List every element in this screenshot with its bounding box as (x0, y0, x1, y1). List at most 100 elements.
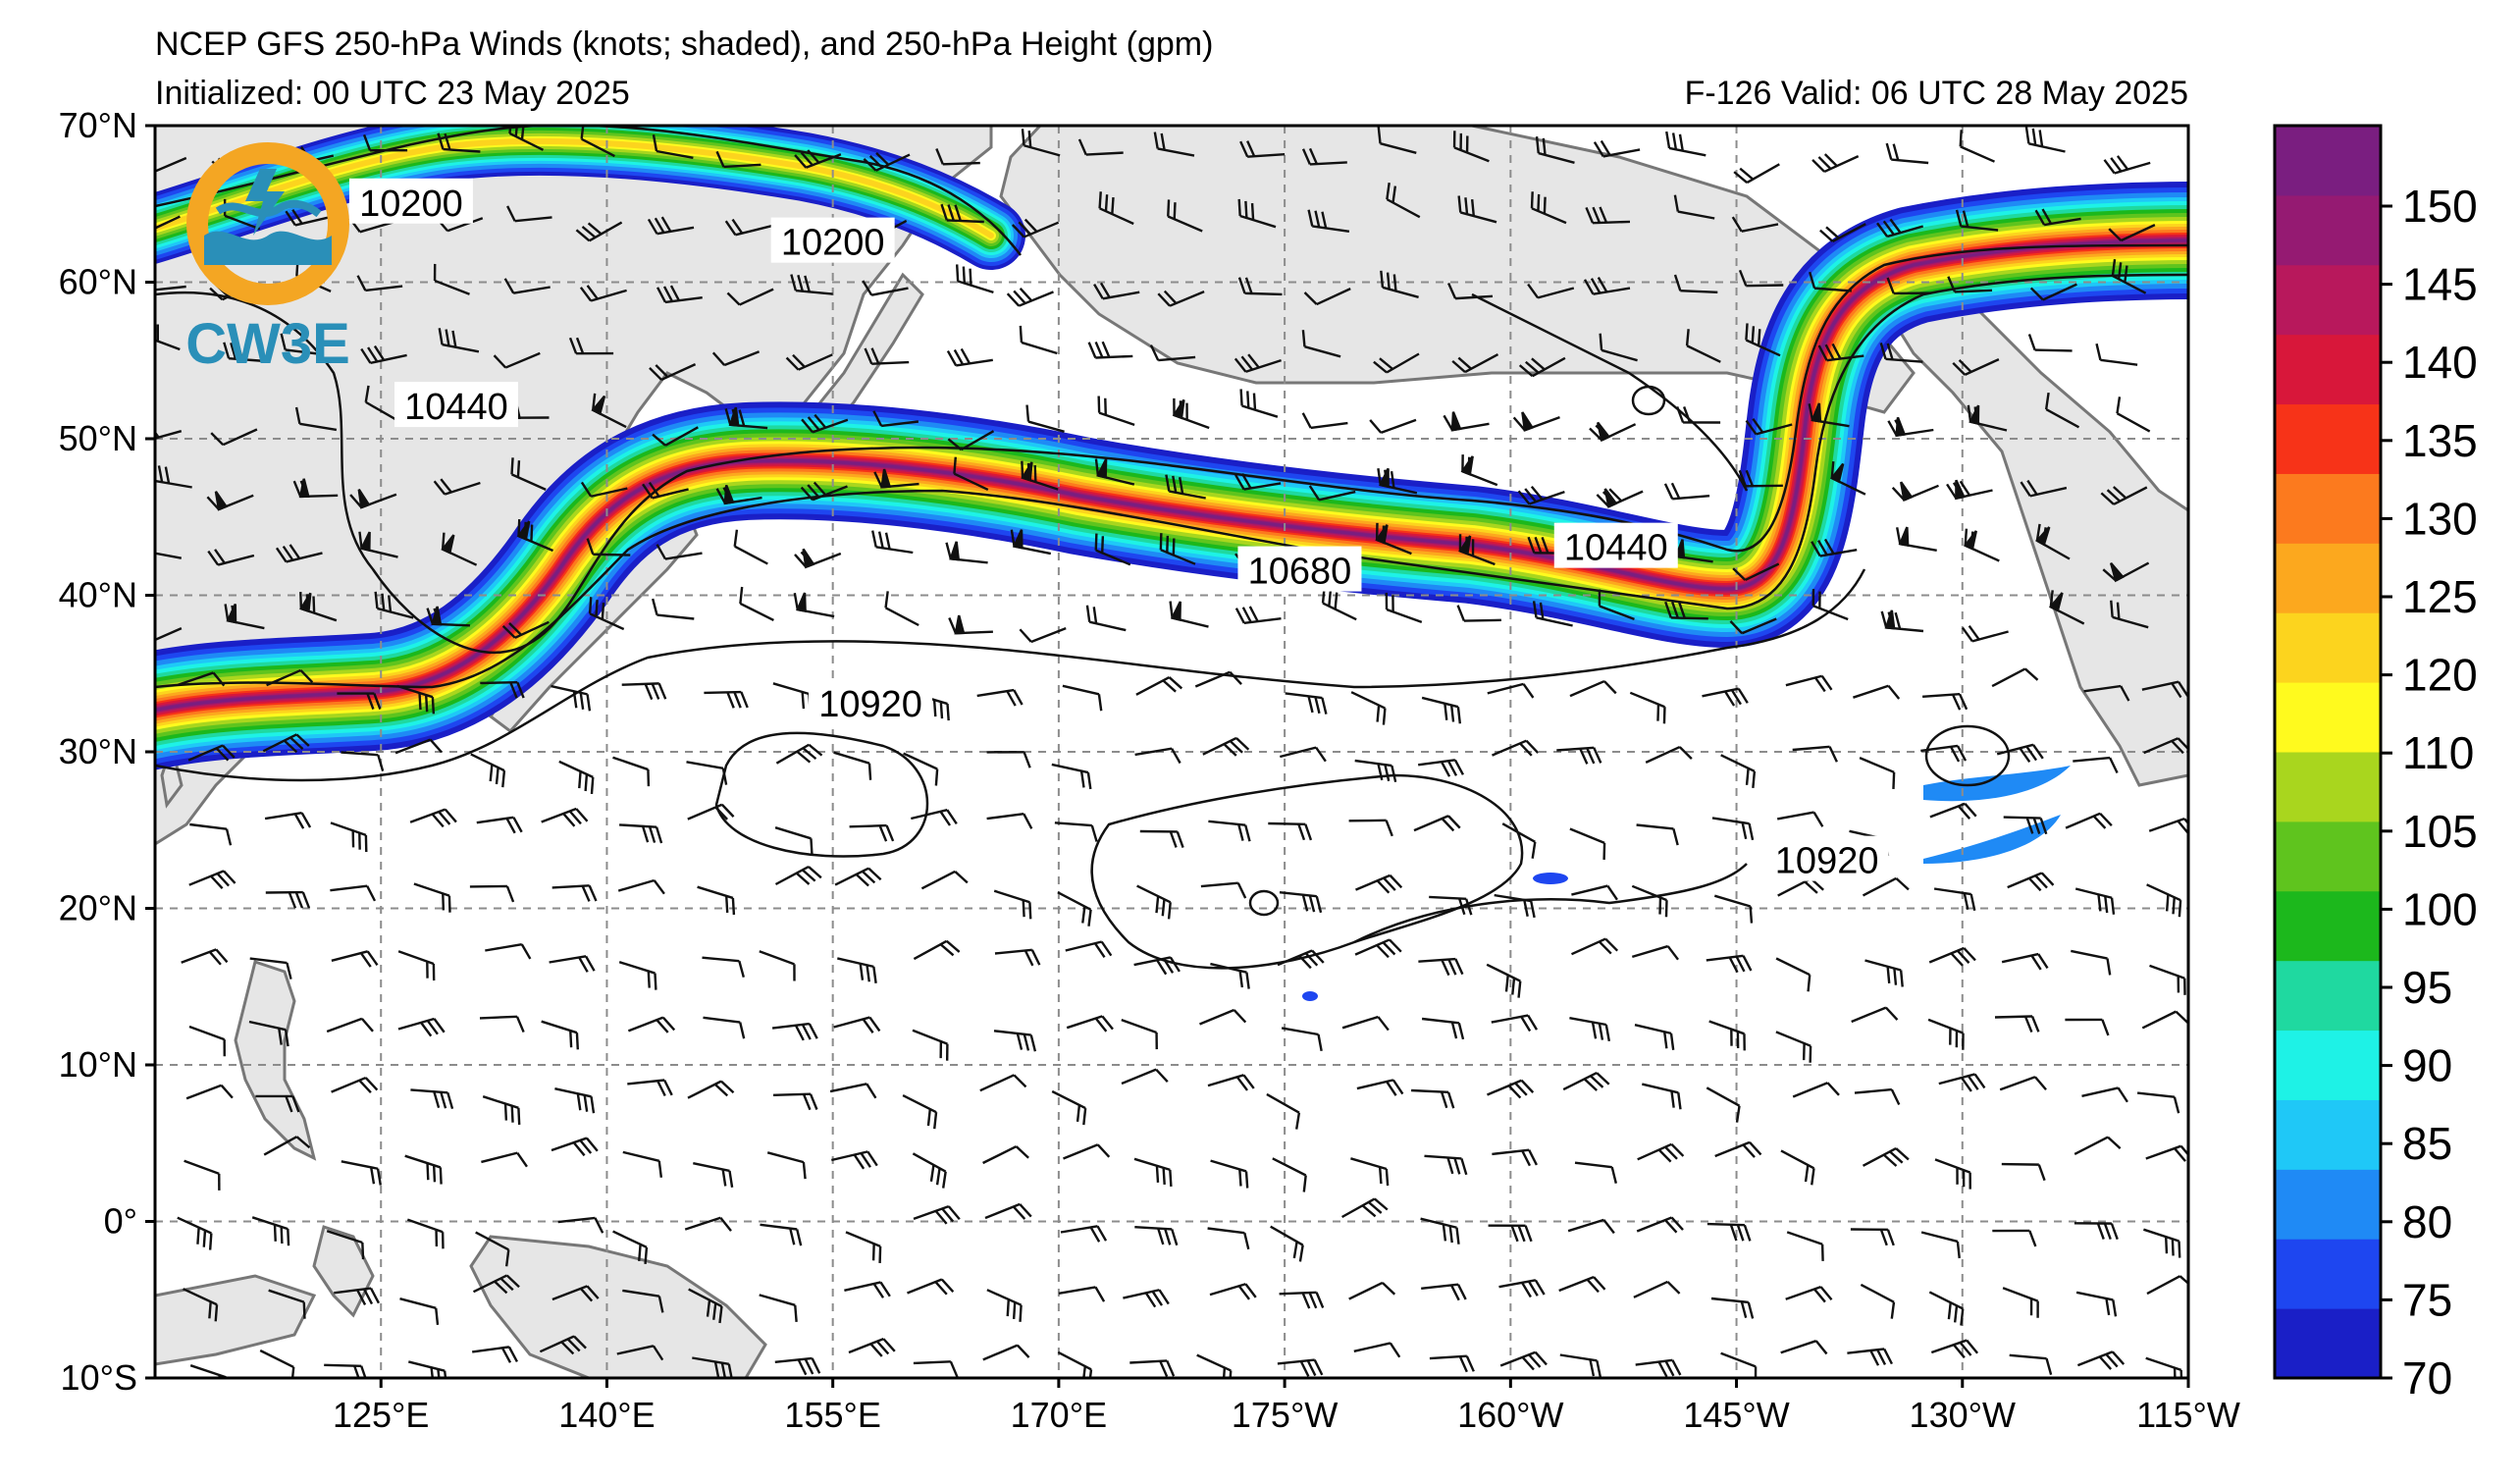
wind-barb (155, 627, 183, 645)
wind-barb (591, 393, 627, 429)
wind-barb (1063, 1143, 1111, 1160)
wind-barb (1829, 460, 1866, 496)
wind-barb (1999, 1076, 2047, 1091)
wind-barb (1673, 274, 1718, 293)
wind-barb (2048, 590, 2085, 625)
wind-barb (1062, 684, 1103, 712)
wind-barb (733, 529, 768, 565)
wind-barb (1136, 884, 1172, 920)
wind-barb (433, 263, 470, 295)
wind-barb (1512, 411, 1560, 432)
contour-label: 10680 (1248, 552, 1352, 593)
wind-barb (1054, 821, 1098, 842)
wind-barb (1535, 135, 1575, 164)
wind-barb (1308, 485, 1356, 502)
colorbar-label: 85 (2402, 1118, 2452, 1169)
contour-10920-north (155, 568, 1866, 782)
wind-barb (1424, 1154, 1468, 1176)
colorbar-label: 80 (2402, 1196, 2452, 1247)
wind-barb (1532, 601, 1573, 627)
wind-barb (693, 1162, 734, 1189)
wind-barb (1172, 397, 1210, 430)
wind-barb (864, 347, 910, 365)
wind-barb (801, 413, 849, 434)
wind-barb (394, 738, 443, 755)
wind-barb (1301, 412, 1348, 430)
wind-barb (976, 688, 1024, 707)
wind-barb (248, 1020, 289, 1047)
wind-barb (1021, 129, 1061, 157)
wind-barb (759, 950, 796, 981)
wind-barb (1492, 739, 1540, 757)
wind-barb (884, 591, 919, 627)
wind-barb (2083, 684, 2130, 702)
wind-barb (703, 1016, 746, 1039)
wind-barb (349, 489, 397, 509)
colorbar-label: 130 (2402, 493, 2478, 544)
colorbar-segment (2275, 1239, 2381, 1309)
wind-barb (1097, 396, 1135, 427)
wind-barb (872, 410, 919, 428)
wind-barb (1460, 454, 1498, 487)
wind-barb (627, 1079, 673, 1097)
wind-barb (1060, 1225, 1108, 1243)
wind-barb (1093, 282, 1140, 300)
wind-barb (1593, 139, 1641, 158)
contour-label-bg (1764, 835, 1889, 881)
wind-barb (1498, 1279, 1546, 1298)
wind-barb (1354, 938, 1402, 959)
wind-barb (715, 484, 762, 505)
wind-barb (485, 942, 532, 960)
wind-barb (1706, 1086, 1741, 1123)
wind-barb (1518, 356, 1566, 378)
wind-barb (1085, 605, 1127, 632)
wind-barb (1785, 674, 1833, 693)
wind-barb (1429, 1354, 1475, 1373)
lat-tick-label: 50°N (59, 418, 137, 458)
wind-barb (697, 885, 736, 916)
wind-barb (575, 221, 623, 242)
wind-barb (652, 133, 694, 159)
jet-shading (155, 126, 2188, 769)
wind-barb (1847, 1348, 1893, 1366)
colorbar-segment (2275, 473, 2381, 544)
wind-barb (1864, 959, 1904, 987)
lat-tick-label: 40°N (59, 575, 137, 615)
wind-barb (1854, 1087, 1901, 1105)
wind-barb (1817, 343, 1864, 362)
wind-barb (1341, 1197, 1389, 1219)
lon-tick-label: 130°W (1910, 1395, 2016, 1435)
wind-barb (2111, 258, 2147, 294)
contour-label-bg (809, 679, 933, 725)
wind-barb (437, 132, 481, 153)
wind-barb (647, 216, 695, 236)
wind-barb (1599, 333, 1638, 362)
wind-barb (986, 813, 1033, 829)
wind-barb (774, 826, 814, 856)
wind-barb (224, 604, 265, 630)
wind-barb (493, 351, 541, 369)
shade-patch-hawaii (1533, 873, 1568, 884)
wind-barb (1491, 1014, 1539, 1033)
wind-barb (1457, 195, 1497, 224)
wind-barb (1928, 946, 1976, 967)
colorbar-segment (2275, 264, 2381, 336)
wind-barb (920, 870, 969, 890)
wind-barb (503, 278, 551, 294)
wind-barb (1199, 1008, 1247, 1026)
wind-barb (1356, 1079, 1404, 1096)
wind-barb (2116, 397, 2151, 433)
logo-wave (204, 231, 332, 265)
wind-barb (948, 614, 993, 635)
wind-barb (2095, 343, 2138, 366)
wind-barb (1664, 601, 1708, 620)
colorbar-label: 100 (2402, 883, 2478, 934)
wind-barb (616, 1345, 664, 1361)
contour-east-loop (1924, 724, 2011, 787)
wind-barb (1850, 1228, 1895, 1246)
wind-barb (1458, 534, 1496, 566)
axis-labels: 125°E 140°E 155°E 170°E 175°W 160°W 145°W 130°W… (59, 105, 2240, 1435)
wind-barb (551, 1285, 600, 1302)
wind-barb (2071, 949, 2112, 976)
wind-barb (181, 948, 229, 966)
